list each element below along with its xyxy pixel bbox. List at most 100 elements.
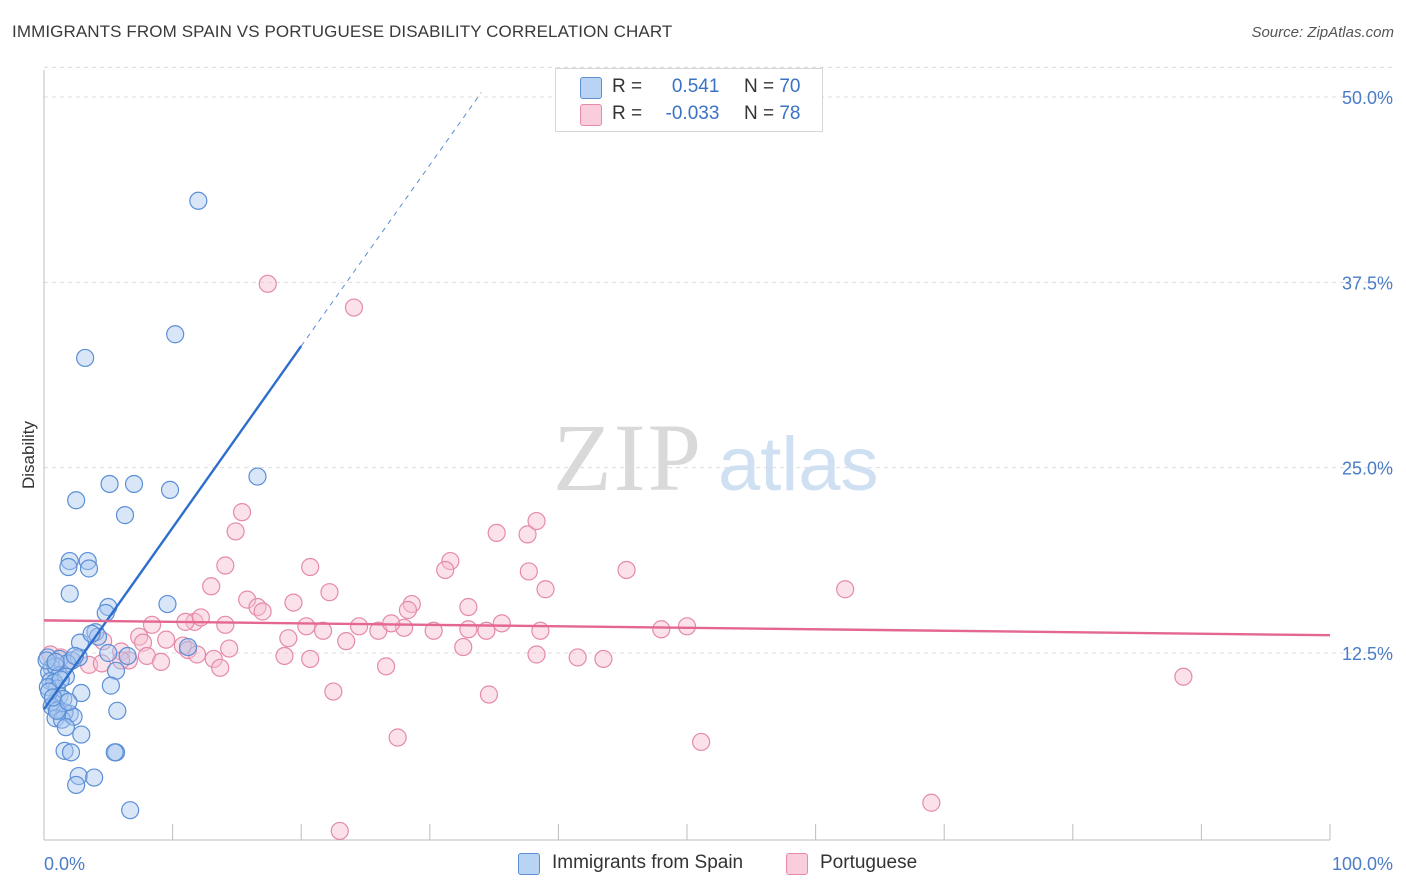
gridlines bbox=[44, 66, 1392, 654]
portuguese-point bbox=[652, 620, 671, 639]
axes bbox=[43, 70, 1331, 841]
portuguese-point bbox=[527, 511, 546, 531]
bottom-legend-swatch-portuguese bbox=[786, 853, 808, 875]
legend-r-label-portuguese: R = bbox=[612, 103, 643, 124]
spain-point bbox=[51, 670, 70, 689]
bottom-legend-label-spain: Immigrants from Spain bbox=[552, 852, 744, 873]
portuguese-point bbox=[617, 560, 636, 580]
portuguese-point bbox=[518, 525, 537, 544]
portuguese-point bbox=[92, 654, 111, 673]
portuguese-point bbox=[320, 583, 339, 602]
portuguese-point bbox=[388, 728, 407, 747]
portuguese-point bbox=[531, 621, 550, 640]
watermark: ZIP atlas bbox=[553, 404, 879, 511]
spain-point bbox=[46, 652, 65, 671]
portuguese-point bbox=[238, 590, 257, 609]
y-tick-label: 12.5% bbox=[1342, 644, 1393, 664]
portuguese-point bbox=[441, 551, 460, 571]
legend-n-value-portuguese: 78 bbox=[779, 103, 801, 124]
portuguese-trend-line bbox=[43, 619, 1331, 637]
portuguese-point bbox=[133, 633, 153, 652]
source-label: Source: ZipAtlas.com bbox=[1251, 24, 1394, 41]
trend-lines bbox=[43, 92, 1331, 711]
spain-point bbox=[124, 474, 144, 494]
spain-point bbox=[178, 637, 198, 657]
spain-point bbox=[105, 743, 124, 762]
portuguese-point bbox=[211, 658, 230, 677]
portuguese-point bbox=[275, 646, 294, 666]
portuguese-point bbox=[216, 615, 235, 634]
x-tick-labels: 0.0% 100.0% bbox=[44, 854, 1393, 874]
portuguese-point bbox=[157, 630, 176, 649]
portuguese-point bbox=[519, 562, 538, 581]
portuguese-point bbox=[459, 597, 478, 617]
portuguese-point bbox=[376, 657, 396, 676]
spain-point bbox=[55, 703, 74, 722]
spain-point bbox=[37, 651, 56, 670]
legend-swatch-spain bbox=[580, 77, 602, 99]
portuguese-point bbox=[487, 523, 506, 543]
spain-point bbox=[67, 491, 86, 510]
portuguese-point bbox=[677, 617, 697, 636]
portuguese-point bbox=[479, 685, 499, 704]
spain-trend-line bbox=[43, 345, 303, 711]
legend-r-value-spain: 0.541 bbox=[671, 76, 720, 97]
legend-swatch-portuguese bbox=[580, 104, 602, 126]
spain-point bbox=[121, 801, 140, 820]
spain-point bbox=[115, 506, 135, 525]
portuguese-point bbox=[324, 682, 343, 701]
bottom-legend-label-portuguese: Portuguese bbox=[820, 852, 918, 873]
portuguese-point bbox=[436, 560, 455, 580]
portuguese-point bbox=[424, 621, 443, 640]
spain-point bbox=[60, 584, 79, 603]
portuguese-point bbox=[692, 732, 711, 752]
portuguese-point bbox=[297, 617, 316, 636]
spain-point bbox=[67, 775, 86, 795]
portuguese-point bbox=[313, 621, 333, 640]
y-tick-label: 50.0% bbox=[1342, 88, 1393, 108]
spain-point bbox=[99, 643, 118, 663]
spain-points bbox=[37, 191, 267, 820]
portuguese-point bbox=[594, 649, 613, 669]
portuguese-point bbox=[220, 639, 239, 658]
legend-r-label-spain: R = bbox=[612, 76, 643, 97]
spain-point bbox=[108, 701, 127, 720]
portuguese-point bbox=[337, 632, 356, 651]
portuguese-point bbox=[204, 649, 223, 669]
portuguese-point bbox=[527, 645, 546, 664]
portuguese-point bbox=[284, 593, 303, 612]
spain-point bbox=[118, 646, 137, 666]
spain-point bbox=[59, 692, 78, 712]
spain-point bbox=[59, 557, 78, 577]
legend-n-value-spain: 70 bbox=[779, 76, 801, 97]
portuguese-point bbox=[349, 617, 369, 636]
spain-point bbox=[60, 551, 79, 571]
chart-title: IMMIGRANTS FROM SPAIN VS PORTUGUESE DISA… bbox=[12, 22, 673, 41]
portuguese-point bbox=[1174, 667, 1193, 686]
legend-n-label-spain: N = bbox=[743, 76, 775, 97]
portuguese-point bbox=[330, 821, 349, 841]
spain-point bbox=[72, 725, 91, 744]
x-tick-label-max: 100.0% bbox=[1332, 854, 1393, 874]
watermark-atlas: atlas bbox=[718, 422, 879, 507]
spain-point bbox=[55, 741, 74, 760]
portuguese-point bbox=[301, 557, 320, 577]
bottom-legend-swatch-spain bbox=[518, 853, 540, 875]
spain-point bbox=[160, 480, 180, 500]
y-tick-labels: 12.5% 25.0% 37.5% 50.0% bbox=[1342, 88, 1393, 664]
watermark-zip: ZIP bbox=[553, 404, 703, 511]
portuguese-point bbox=[492, 614, 511, 633]
portuguese-point bbox=[344, 298, 364, 317]
portuguese-point bbox=[226, 522, 245, 541]
portuguese-point bbox=[301, 649, 320, 669]
spain-point bbox=[158, 594, 177, 614]
spain-point bbox=[78, 551, 97, 571]
portuguese-point bbox=[151, 652, 171, 671]
portuguese-point bbox=[279, 629, 298, 648]
portuguese-points bbox=[41, 274, 1193, 841]
spain-point bbox=[76, 348, 95, 368]
portuguese-point bbox=[202, 577, 221, 596]
spain-point bbox=[101, 676, 120, 695]
portuguese-point bbox=[568, 648, 587, 667]
